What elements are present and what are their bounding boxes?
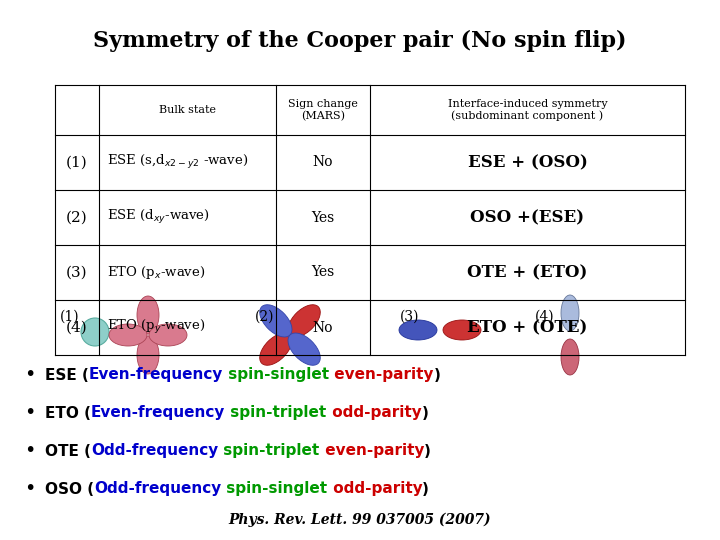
Ellipse shape — [288, 333, 320, 365]
Text: spin-triplet: spin-triplet — [218, 443, 320, 458]
Text: Odd-frequency: Odd-frequency — [94, 482, 221, 496]
Ellipse shape — [399, 320, 437, 340]
Text: (2): (2) — [255, 310, 274, 324]
Text: (1): (1) — [66, 156, 88, 170]
Text: •: • — [24, 442, 36, 461]
Text: Even-frequency: Even-frequency — [89, 368, 223, 382]
Text: •: • — [24, 480, 36, 498]
Ellipse shape — [288, 305, 320, 337]
Ellipse shape — [137, 296, 159, 334]
Text: Odd-frequency: Odd-frequency — [91, 443, 218, 458]
Text: Even-frequency: Even-frequency — [91, 406, 225, 421]
Text: even-parity: even-parity — [329, 368, 434, 382]
Ellipse shape — [81, 318, 109, 346]
Text: Phys. Rev. Lett. 99 037005 (2007): Phys. Rev. Lett. 99 037005 (2007) — [229, 513, 491, 527]
Text: odd-parity: odd-parity — [328, 482, 422, 496]
Text: spin-triplet: spin-triplet — [225, 406, 327, 421]
Text: Symmetry of the Cooper pair (No spin flip): Symmetry of the Cooper pair (No spin fli… — [94, 30, 626, 52]
Text: ESE (: ESE ( — [45, 368, 89, 382]
Text: (1): (1) — [60, 310, 80, 324]
Text: spin-singlet: spin-singlet — [223, 368, 329, 382]
Text: ESE (d$_{xy}$-wave): ESE (d$_{xy}$-wave) — [107, 208, 210, 226]
Text: OSO +(ESE): OSO +(ESE) — [470, 209, 585, 226]
Text: Yes: Yes — [311, 211, 334, 225]
Ellipse shape — [561, 339, 579, 375]
Text: OSO (: OSO ( — [45, 482, 94, 496]
Text: Yes: Yes — [311, 266, 334, 280]
Text: •: • — [24, 403, 36, 422]
Text: (4): (4) — [535, 310, 554, 324]
Text: odd-parity: odd-parity — [327, 406, 421, 421]
Text: ETO (p$_y$-wave): ETO (p$_y$-wave) — [107, 319, 205, 336]
Text: spin-singlet: spin-singlet — [221, 482, 328, 496]
Text: ESE (s,d$_{x2-y2}$ -wave): ESE (s,d$_{x2-y2}$ -wave) — [107, 153, 248, 172]
Text: ETO + (OTE): ETO + (OTE) — [467, 319, 588, 336]
Ellipse shape — [260, 305, 292, 337]
Ellipse shape — [137, 336, 159, 374]
Text: ETO (p$_x$-wave): ETO (p$_x$-wave) — [107, 264, 205, 281]
Ellipse shape — [443, 320, 481, 340]
Text: Bulk state: Bulk state — [159, 105, 216, 115]
Text: (3): (3) — [66, 266, 88, 280]
Ellipse shape — [561, 295, 579, 331]
Ellipse shape — [260, 333, 292, 365]
Text: (2): (2) — [66, 211, 88, 225]
Text: ESE + (OSO): ESE + (OSO) — [467, 154, 588, 171]
Text: even-parity: even-parity — [320, 443, 424, 458]
Text: ETO (: ETO ( — [45, 406, 91, 421]
Text: OTE + (ETO): OTE + (ETO) — [467, 264, 588, 281]
Text: ): ) — [424, 443, 431, 458]
Text: ): ) — [422, 482, 429, 496]
Ellipse shape — [149, 324, 187, 346]
Ellipse shape — [109, 324, 147, 346]
Text: Sign change
(MARS): Sign change (MARS) — [288, 99, 358, 121]
Text: (3): (3) — [400, 310, 420, 324]
Text: No: No — [312, 321, 333, 334]
Text: (4): (4) — [66, 321, 88, 334]
Text: Interface-induced symmetry
(subdominant component ): Interface-induced symmetry (subdominant … — [448, 99, 607, 121]
Text: OTE (: OTE ( — [45, 443, 91, 458]
Text: ): ) — [421, 406, 428, 421]
Text: •: • — [24, 366, 36, 384]
Text: ): ) — [434, 368, 441, 382]
Text: No: No — [312, 156, 333, 170]
